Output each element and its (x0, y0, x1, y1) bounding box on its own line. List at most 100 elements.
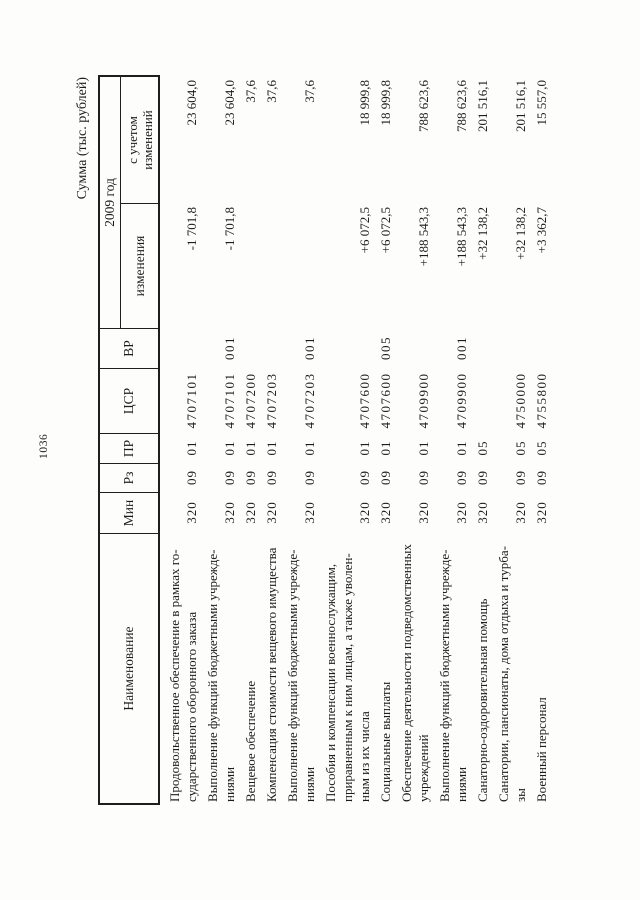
cell-change: +3 362,7 (534, 207, 549, 254)
cell-pr: 01 (378, 440, 393, 456)
cell-min: 320 (264, 501, 279, 524)
cell-csr: 4707101 (184, 372, 199, 429)
cell-csr: 4707600 (378, 372, 393, 429)
cell-csr: 4750000 (513, 372, 528, 429)
cell-pr: 01 (222, 440, 237, 456)
table-row: Пособия и компенсации военнослужащим, пр… (322, 77, 373, 803)
cell-min: 320 (222, 501, 237, 524)
cell-pr: 01 (243, 440, 258, 456)
cell-rz: 09 (222, 470, 237, 485)
table-row: Санатории, пансионаты, дома отдыха и тур… (495, 77, 529, 803)
cell-total: 18 999,8 (357, 80, 372, 126)
table-row: Санаторно-оздоровительная помощь 320 09 … (474, 77, 491, 803)
cell-change: +6 072,5 (378, 207, 393, 254)
cell-csr: 4707101 (222, 372, 237, 429)
table-row: Компенсация стоимости вещевого имущества… (263, 77, 280, 803)
cell-change: +6 072,5 (357, 207, 372, 254)
table-row: Военный персонал 320 09 05 4755800 +3 36… (533, 77, 550, 803)
cell-rz: 09 (243, 470, 258, 485)
cell-rz: 09 (475, 470, 490, 485)
header-cell-rz: Рз (100, 463, 158, 492)
header-cell-year: 2009 год (100, 77, 121, 328)
cell-total: 201 516,1 (475, 80, 490, 132)
cell-csr: 4709900 (416, 372, 431, 429)
cell-total: 15 557,0 (534, 80, 549, 126)
cell-total: 788 623,6 (416, 80, 431, 132)
cell-csr: 4707203 (302, 372, 317, 429)
header-cell-vr: ВР (100, 328, 158, 368)
cell-pr: 05 (513, 440, 528, 456)
cell-rz: 09 (378, 470, 393, 485)
header-cell-min: Мин (100, 492, 158, 533)
header-cell-pr: ПР (100, 433, 158, 463)
header-cell-name: Наименование (100, 533, 158, 803)
header-subrow: изменения с учетом изменений (121, 77, 158, 328)
cell-rz: 09 (513, 470, 528, 485)
table-row: Выполнение функций бюджетными учрежде- н… (204, 77, 238, 803)
page-number: 1036 (38, 433, 50, 459)
header-cell-changes: изменения (121, 203, 158, 328)
cell-pr: 01 (302, 440, 317, 456)
cell-total: 23 604,0 (222, 80, 237, 126)
cell-pr: 01 (357, 440, 372, 456)
cell-rz: 09 (534, 470, 549, 485)
cell-vr: 001 (222, 336, 237, 360)
header-group-2009: 2009 год изменения с учетом изменений (100, 77, 158, 328)
header-cell-with-changes: с учетом изменений (124, 110, 155, 170)
cell-min: 320 (534, 501, 549, 524)
header-cell-csr: ЦСР (100, 368, 158, 433)
cell-pr: 01 (416, 440, 431, 456)
row-name: Выполнение функций бюджетными учрежде- н… (205, 549, 237, 802)
cell-total: 201 516,1 (513, 80, 528, 132)
cell-change: +32 138,2 (513, 207, 528, 260)
cell-min: 320 (475, 501, 490, 524)
cell-min: 320 (357, 501, 372, 524)
row-name: Компенсация стоимости вещевого имущества (264, 547, 279, 802)
cell-min: 320 (184, 501, 199, 524)
table-row: Выполнение функций бюджетными учрежде- н… (284, 77, 318, 803)
cell-min: 320 (454, 501, 469, 524)
cell-total: 18 999,8 (378, 80, 393, 126)
row-name: Продовольственное обеспечение в рамках г… (167, 549, 199, 802)
table-row: Продовольственное обеспечение в рамках г… (166, 77, 200, 803)
cell-change: -1 701,8 (184, 207, 199, 251)
cell-total: 37,6 (302, 80, 317, 103)
row-name: Вещевое обеспечение (243, 680, 258, 802)
cell-rz: 09 (416, 470, 431, 485)
cell-csr: 4707600 (357, 372, 372, 429)
cell-change: +188 543,3 (454, 207, 469, 267)
cell-total: 788 623,6 (454, 80, 469, 132)
cell-rz: 09 (302, 470, 317, 485)
cell-vr: 001 (302, 336, 317, 360)
cell-total: 37,6 (264, 80, 279, 103)
cell-csr: 4707203 (264, 372, 279, 429)
table-row: Обеспечение деятельности подведомственны… (398, 77, 432, 803)
table-caption: Сумма (тыс. рублей) (75, 77, 90, 200)
cell-vr: 005 (378, 336, 393, 360)
cell-rz: 09 (184, 470, 199, 485)
cell-min: 320 (416, 501, 431, 524)
cell-change: +32 138,2 (475, 207, 490, 260)
row-name: Пособия и компенсации военнослужащим, пр… (323, 553, 372, 802)
cell-change: -1 701,8 (222, 207, 237, 251)
cell-csr: 4755800 (534, 372, 549, 429)
row-name: Санаторно-оздоровительная помощь (475, 598, 490, 802)
row-name: Обеспечение деятельности подведомственны… (399, 544, 431, 802)
table-row: Социальные выплаты 320 09 01 4707600 005… (377, 77, 394, 803)
cell-min: 320 (302, 501, 317, 524)
table-header: Наименование Мин Рз ПР ЦСР ВР 2009 год и… (98, 75, 160, 805)
cell-csr: 4707200 (243, 372, 258, 429)
cell-pr: 01 (264, 440, 279, 456)
row-name: Выполнение функций бюджетными учрежде- н… (285, 549, 317, 802)
cell-rz: 09 (264, 470, 279, 485)
cell-total: 23 604,0 (184, 80, 199, 126)
table-row: Вещевое обеспечение 320 09 01 4707200 37… (242, 77, 259, 803)
table-body: Продовольственное обеспечение в рамках г… (160, 75, 550, 805)
row-name: Выполнение функций бюджетными учрежде- н… (437, 549, 469, 802)
cell-pr: 05 (475, 440, 490, 456)
cell-total: 37,6 (243, 80, 258, 103)
cell-vr: 001 (454, 336, 469, 360)
cell-rz: 09 (357, 470, 372, 485)
